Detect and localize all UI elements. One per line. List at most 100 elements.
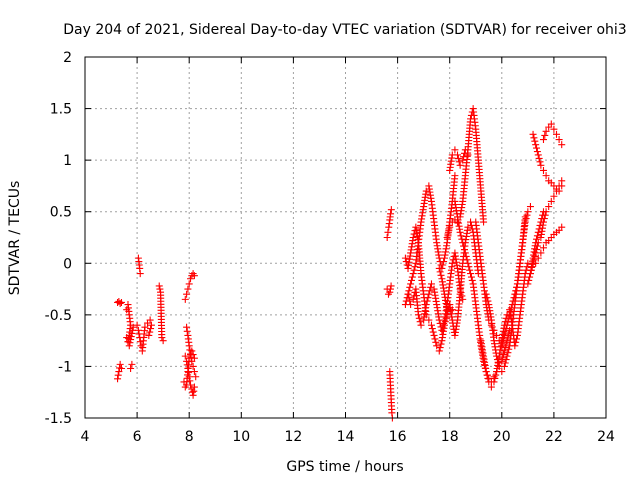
data-point (435, 347, 443, 355)
data-point (408, 273, 416, 281)
data-point (460, 246, 468, 254)
data-point (492, 371, 500, 379)
data-point (439, 261, 447, 269)
data-point (536, 221, 544, 229)
data-point (505, 345, 513, 353)
data-point (553, 130, 561, 138)
data-point (484, 297, 492, 305)
data-point (156, 285, 164, 293)
data-point (424, 294, 432, 302)
data-point (433, 342, 441, 350)
data-point (183, 327, 191, 335)
data-point (498, 368, 506, 376)
data-point (454, 154, 462, 162)
data-point (411, 263, 419, 271)
data-point (526, 273, 534, 281)
data-point (185, 280, 193, 288)
data-point (454, 151, 462, 159)
data-point (502, 314, 510, 322)
x-tick-label: 6 (133, 429, 142, 445)
data-point (404, 290, 412, 298)
data-point (460, 149, 468, 157)
y-tick-label: 2 (63, 50, 72, 66)
series-g7 (446, 146, 472, 174)
data-point (541, 131, 549, 139)
data-point (117, 298, 125, 306)
data-point (407, 301, 415, 309)
data-point (422, 301, 430, 309)
data-point (539, 208, 547, 216)
y-tick-label: -1.5 (45, 411, 72, 427)
data-point (460, 153, 468, 161)
series-g10 (477, 259, 532, 391)
x-tick-label: 4 (81, 429, 90, 445)
data-point (386, 285, 394, 293)
data-point (184, 285, 192, 293)
data-point (533, 235, 541, 243)
data-point (459, 239, 467, 247)
data-point (183, 290, 191, 298)
data-point (123, 334, 131, 342)
data-point (189, 362, 197, 370)
data-point (117, 364, 125, 372)
data-point (451, 172, 459, 180)
data-point (539, 136, 547, 144)
data-point (384, 228, 392, 236)
data-point (524, 280, 532, 288)
y-tick-label: 0.5 (50, 205, 72, 221)
data-point (407, 280, 415, 288)
x-tick-label: 24 (597, 429, 615, 445)
data-point (114, 375, 122, 383)
data-point (188, 347, 196, 355)
data-point (116, 300, 124, 308)
series-g16 (526, 208, 547, 278)
data-point (401, 254, 409, 262)
data-point (545, 203, 553, 211)
data-point (499, 354, 507, 362)
data-point (467, 273, 475, 281)
data-point (405, 294, 413, 302)
x-tick-label: 8 (185, 429, 194, 445)
data-point (451, 146, 459, 154)
data-point (537, 161, 545, 169)
data-point (458, 235, 466, 243)
data-point (555, 182, 563, 190)
data-point (531, 137, 539, 145)
data-point (189, 391, 197, 399)
data-point (535, 154, 543, 162)
data-point (127, 336, 135, 344)
data-point (522, 215, 530, 223)
data-point (550, 192, 558, 200)
y-tick-label: -0.5 (45, 308, 72, 324)
series-eight-d (180, 347, 198, 391)
data-point (525, 276, 533, 284)
data-point (542, 127, 550, 135)
data-point (456, 228, 464, 236)
data-point (465, 263, 473, 271)
data-point (440, 319, 448, 327)
data-point (461, 249, 469, 257)
data-point (126, 339, 134, 347)
data-point (417, 321, 425, 329)
data-point (550, 125, 558, 133)
data-point (116, 360, 124, 368)
series-g14 (532, 223, 566, 267)
data-point (533, 144, 541, 152)
data-point (427, 280, 435, 288)
data-point (443, 234, 451, 241)
data-point (536, 158, 544, 166)
data-point (426, 287, 434, 295)
data-point (501, 318, 509, 326)
data-point (444, 230, 452, 238)
data-point (190, 387, 198, 395)
data-point (145, 331, 153, 339)
data-point (190, 368, 198, 376)
series-early-a2 (114, 360, 125, 383)
data-point (428, 325, 436, 333)
data-point (190, 272, 198, 280)
x-axis-label: GPS time / hours (286, 459, 403, 475)
data-point (158, 334, 166, 342)
y-tick-label: 0 (63, 256, 72, 272)
data-point (461, 146, 469, 154)
data-point (387, 210, 395, 218)
